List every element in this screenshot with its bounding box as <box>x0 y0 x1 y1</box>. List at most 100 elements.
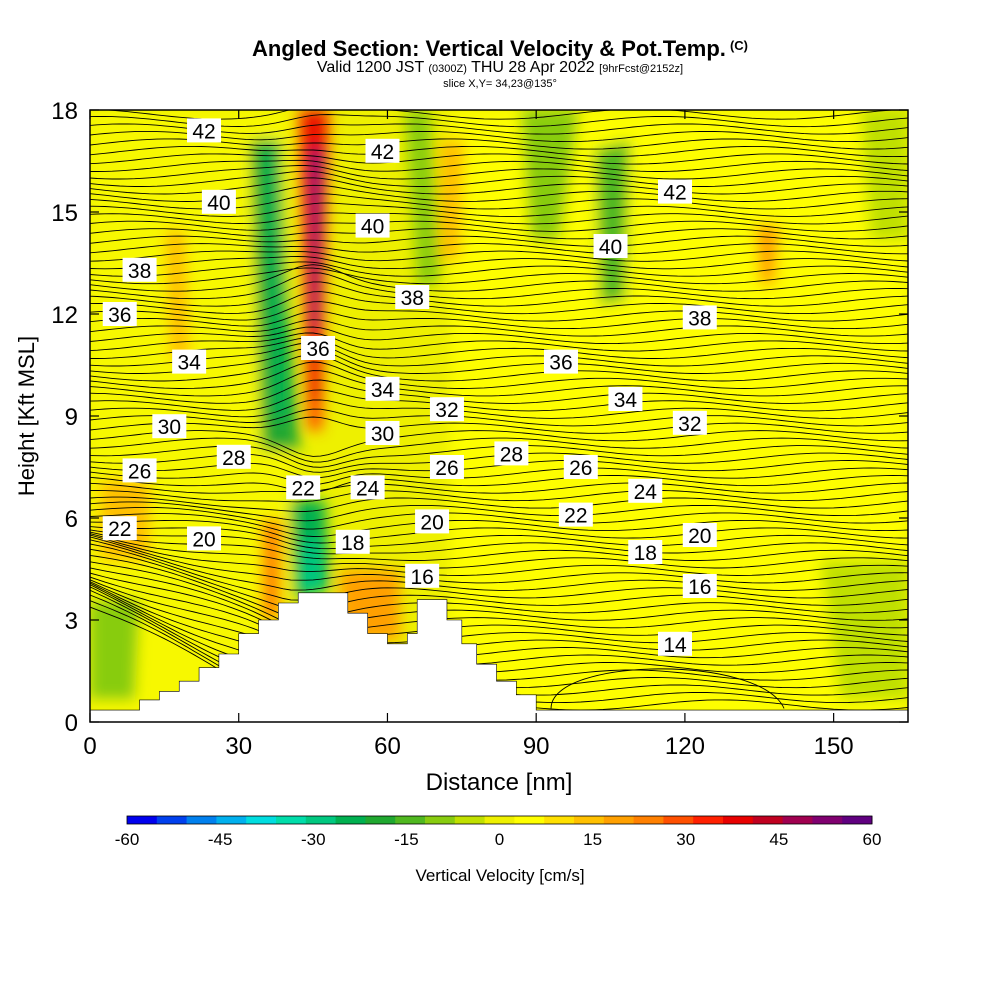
isentrope-line <box>90 326 908 345</box>
x-tick-label: 120 <box>665 733 705 760</box>
isentrope-line <box>90 361 908 389</box>
isentrope-line <box>90 145 908 158</box>
contour-label-text: 26 <box>569 457 592 480</box>
contour-label: 16 <box>682 574 717 599</box>
isentrope-line <box>90 576 908 646</box>
colorbar-swatch <box>425 816 456 824</box>
contour-label-bg <box>494 441 529 466</box>
colorbar-swatch <box>812 816 843 824</box>
contour-label-bg <box>429 397 464 422</box>
contour-label-text: 38 <box>401 287 424 310</box>
contour-label-text: 20 <box>688 525 711 548</box>
colorbar-tick-label: 45 <box>769 830 788 849</box>
colorbar-swatch <box>276 816 307 824</box>
colorbar-tick-label: -30 <box>301 830 326 849</box>
contour-label-text: 32 <box>678 413 701 436</box>
colorbar-swatch <box>574 816 605 824</box>
isentrope-line <box>90 482 908 494</box>
isentrope-line <box>90 513 908 537</box>
isentrope-line <box>90 348 908 374</box>
isentrope-line <box>90 416 908 434</box>
contour-label-bg <box>682 305 717 330</box>
contour-label-bg <box>628 478 663 503</box>
isentrope-line <box>90 389 908 412</box>
isentrope-line <box>90 138 908 150</box>
isentrope-line <box>90 581 908 659</box>
contour-label-bg <box>558 502 593 527</box>
isentrope-line <box>90 430 908 457</box>
contour-label-text: 30 <box>371 423 394 446</box>
terrain <box>90 592 908 722</box>
contour-label-text: 32 <box>435 399 458 422</box>
contour-label-text: 42 <box>663 182 686 205</box>
contour-label-text: 38 <box>128 260 151 283</box>
contour-label-text: 42 <box>371 141 394 164</box>
contour-label: 30 <box>365 421 400 446</box>
isentrope-line <box>90 534 908 576</box>
contour-label: 14 <box>657 631 692 657</box>
contour-label: 20 <box>187 526 222 551</box>
contour-label-text: 18 <box>634 542 657 565</box>
isentrope-line <box>90 272 908 300</box>
colorbar-swatch <box>663 816 694 824</box>
isentrope-line <box>90 250 908 262</box>
contour-label-text: 20 <box>192 528 215 551</box>
contour-label-bg <box>682 574 717 598</box>
blob-green-mid <box>405 110 440 290</box>
x-tick-label: 0 <box>83 733 96 760</box>
contour-label: 38 <box>122 257 157 283</box>
colorbar-swatch <box>365 816 396 824</box>
isentrope-line <box>90 561 908 627</box>
isentrope-closed <box>550 668 785 709</box>
contour-label-bg <box>355 213 390 238</box>
isentrope-line <box>90 554 908 619</box>
x-tick-label: 30 <box>225 733 252 760</box>
isentrope-line <box>90 319 908 337</box>
isentrope-line <box>90 114 908 128</box>
contour-label-bg <box>122 257 157 282</box>
isentrope-line <box>90 310 908 330</box>
contour-label-bg <box>543 349 578 374</box>
contour-label-bg <box>593 234 628 258</box>
contour-labels: 42 42 42 40 40 40 38 38 38 36 36 36 34 34 34 32 32 30 30 28… <box>102 118 717 657</box>
contour-label-bg <box>415 509 450 534</box>
contour-label-bg <box>187 118 222 143</box>
isentrope-line <box>90 408 908 427</box>
colorbar-swatch <box>127 816 158 824</box>
isentrope-line <box>90 235 908 247</box>
isentrope-line <box>90 281 908 307</box>
isentrope-line <box>90 519 908 544</box>
contour-label-bg <box>672 410 707 435</box>
isentrope-line <box>90 256 908 270</box>
chart-title-suffix: (C) <box>729 38 748 53</box>
contour-label: 30 <box>152 414 187 439</box>
contour-label-text: 14 <box>663 634 687 657</box>
colorbar-tick-label: 60 <box>863 830 882 849</box>
y-tick-label: 9 <box>65 404 78 431</box>
colorbar-swatch <box>842 816 873 824</box>
subtitle-date: THU 28 Apr 2022 <box>471 59 595 76</box>
isentrope-line <box>90 379 908 404</box>
contour-label-text: 22 <box>564 505 587 528</box>
colorbar-frame <box>126 815 873 825</box>
contour-label: 34 <box>608 387 643 412</box>
colorbar-swatch <box>782 816 813 824</box>
contour-label-text: 26 <box>435 457 458 480</box>
isentrope-line <box>90 123 908 135</box>
isentrope-line <box>90 153 908 165</box>
isentrope-line <box>90 572 908 640</box>
colorbar-swatch <box>216 816 247 824</box>
isentrope-line <box>90 567 908 634</box>
colorbar-tick-label: -15 <box>394 830 419 849</box>
colorbar-swatch <box>186 816 217 824</box>
contour-label-bg <box>365 376 400 401</box>
isentrope-line <box>90 533 908 569</box>
isentrope-line <box>90 506 908 530</box>
contour-label-bg <box>365 138 400 163</box>
contour-label: 28 <box>216 444 251 470</box>
isentrope-line <box>90 337 908 359</box>
contour-label: 32 <box>429 397 464 422</box>
contour-label-bg <box>395 285 430 309</box>
contour-label-text: 34 <box>371 379 395 402</box>
contour-label-text: 18 <box>341 532 364 555</box>
